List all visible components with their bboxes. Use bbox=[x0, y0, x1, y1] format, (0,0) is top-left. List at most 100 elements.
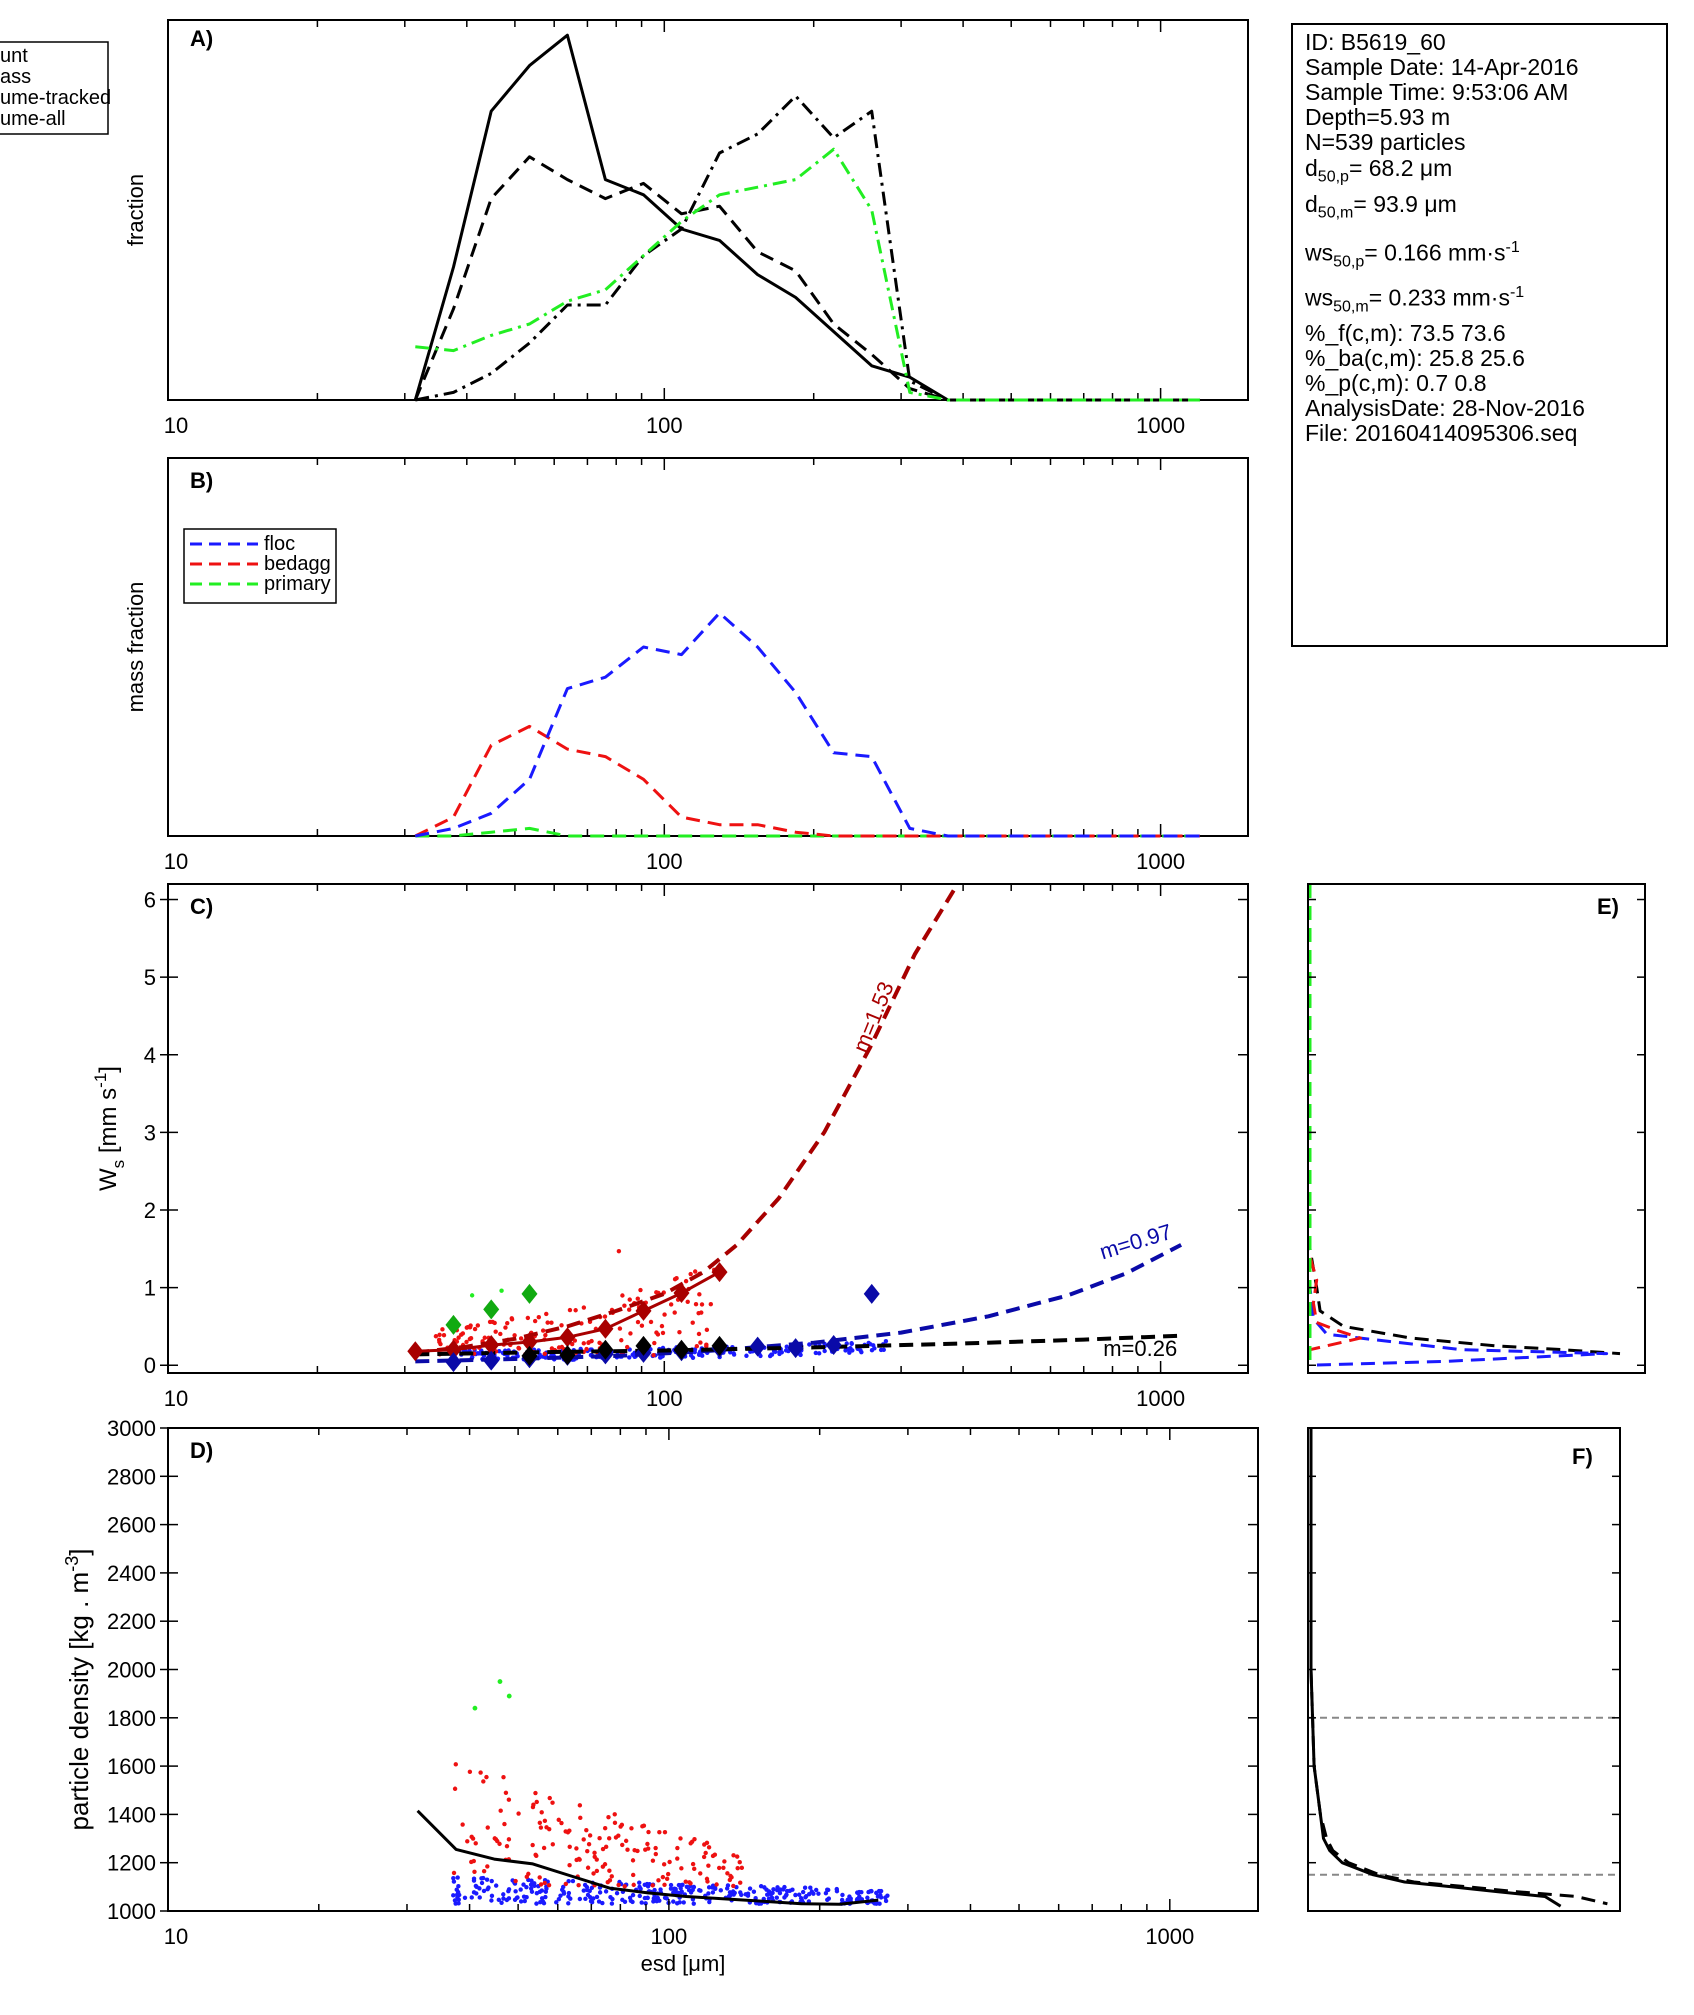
legend-entry-floc: floc bbox=[264, 533, 295, 555]
floc-particle bbox=[840, 1892, 845, 1898]
floc-particle bbox=[871, 1343, 876, 1348]
bedagg-particle bbox=[459, 1332, 464, 1337]
bedagg-particle bbox=[501, 1774, 506, 1780]
bedagg-particle bbox=[563, 1829, 568, 1834]
floc-particle bbox=[800, 1889, 806, 1895]
floc-particle bbox=[874, 1890, 879, 1896]
primary-particle bbox=[499, 1288, 504, 1293]
bedagg-particle bbox=[546, 1882, 552, 1888]
floc-particle bbox=[843, 1348, 848, 1353]
floc-particle bbox=[515, 1895, 520, 1900]
bedagg-particle bbox=[587, 1833, 593, 1838]
floc-particle bbox=[784, 1344, 789, 1349]
bedagg-particle bbox=[706, 1845, 712, 1850]
bedagg-particle bbox=[737, 1860, 742, 1865]
floc-particle bbox=[539, 1896, 545, 1901]
bedagg-particle bbox=[586, 1841, 592, 1847]
bedagg-particle bbox=[505, 1320, 510, 1326]
bedagg-particle bbox=[440, 1327, 445, 1332]
bedagg-particle bbox=[617, 1326, 623, 1331]
floc-particle bbox=[566, 1878, 571, 1884]
bedagg-particle bbox=[547, 1826, 552, 1832]
floc-particle bbox=[825, 1887, 830, 1892]
bedagg-particle bbox=[701, 1854, 707, 1860]
bedagg-particle bbox=[540, 1328, 546, 1333]
floc-particle bbox=[594, 1894, 600, 1900]
floc-particle bbox=[814, 1887, 819, 1893]
bedagg-particle bbox=[685, 1299, 690, 1304]
floc-particle bbox=[878, 1888, 884, 1894]
floc-particle bbox=[798, 1895, 804, 1901]
bedagg-particle bbox=[578, 1815, 583, 1821]
bedagg-particle bbox=[513, 1878, 518, 1884]
floc-particle bbox=[582, 1882, 588, 1888]
bedagg-particle bbox=[465, 1839, 470, 1844]
floc-particle bbox=[664, 1896, 669, 1901]
bedagg-particle bbox=[687, 1880, 692, 1885]
info-percent-primary: %_p(c,m): 0.7 0.8 bbox=[1305, 370, 1487, 396]
floc-particle bbox=[668, 1886, 674, 1891]
bedagg-particle bbox=[550, 1842, 555, 1847]
floc-particle bbox=[697, 1888, 702, 1893]
floc-particle bbox=[506, 1887, 512, 1892]
floc-particle bbox=[729, 1892, 735, 1897]
legend-box bbox=[0, 41, 109, 135]
floc-particle bbox=[773, 1349, 778, 1355]
y-tick-label: 0 bbox=[144, 1353, 156, 1378]
bedagg-particle bbox=[538, 1882, 544, 1887]
floc-particle bbox=[645, 1895, 650, 1901]
bedagg-particle bbox=[584, 1827, 589, 1833]
fit-label-floc: m=0.97 bbox=[1097, 1219, 1175, 1265]
bedagg-particle bbox=[542, 1818, 548, 1824]
legend-box bbox=[183, 528, 337, 604]
floc-particle bbox=[691, 1884, 697, 1890]
bedagg-particle bbox=[438, 1341, 443, 1347]
bedagg-particle bbox=[591, 1871, 596, 1876]
bedagg-particle bbox=[725, 1871, 730, 1876]
x-tick-label: 100 bbox=[646, 1386, 683, 1411]
bedagg-particle bbox=[738, 1880, 743, 1885]
floc-particle bbox=[738, 1890, 743, 1895]
bedagg-particle bbox=[619, 1822, 625, 1828]
bedagg-particle bbox=[525, 1315, 531, 1321]
series-bedagg bbox=[414, 724, 1200, 838]
floc-particle bbox=[587, 1888, 592, 1894]
floc-particle bbox=[489, 1898, 494, 1903]
series-floc bbox=[415, 611, 1200, 838]
bedagg-particle bbox=[493, 1837, 499, 1842]
primary-particle bbox=[469, 1293, 475, 1298]
floc-particle bbox=[493, 1883, 499, 1888]
bedagg-particle bbox=[653, 1845, 658, 1851]
floc-particle bbox=[692, 1349, 697, 1355]
series-floc bbox=[1308, 884, 1609, 1367]
bedagg-particle bbox=[516, 1811, 521, 1816]
floc-particle bbox=[628, 1898, 634, 1903]
bedagg-particle bbox=[567, 1844, 572, 1849]
binned-marker-bedagg bbox=[673, 1283, 690, 1304]
binned-marker-bedagg bbox=[635, 1300, 652, 1321]
info-analysis-date: AnalysisDate: 28-Nov-2016 bbox=[1305, 395, 1585, 421]
series-mass bbox=[1309, 1428, 1608, 1906]
bedagg-particle bbox=[549, 1320, 554, 1325]
floc-particle bbox=[577, 1896, 583, 1902]
bedagg-particle bbox=[692, 1866, 697, 1872]
floc-particle bbox=[816, 1891, 821, 1896]
fit-label-bedagg: m=1.53 bbox=[848, 978, 899, 1056]
floc-particle bbox=[885, 1893, 890, 1898]
bedagg-particle bbox=[704, 1342, 709, 1347]
y-tick-label: 2800 bbox=[107, 1464, 156, 1489]
bedagg-particle bbox=[603, 1844, 609, 1850]
bedagg-particle bbox=[728, 1873, 733, 1879]
floc-particle bbox=[609, 1901, 615, 1906]
floc-particle bbox=[822, 1348, 827, 1354]
bedagg-particle bbox=[592, 1854, 597, 1859]
floc-particle bbox=[637, 1893, 642, 1899]
bedagg-particle bbox=[473, 1841, 478, 1846]
x-tick-label: 10 bbox=[164, 1386, 188, 1411]
bedagg-particle bbox=[661, 1862, 667, 1867]
floc-particle bbox=[790, 1887, 795, 1892]
floc-particle bbox=[797, 1892, 802, 1897]
bedagg-particle bbox=[516, 1346, 522, 1351]
